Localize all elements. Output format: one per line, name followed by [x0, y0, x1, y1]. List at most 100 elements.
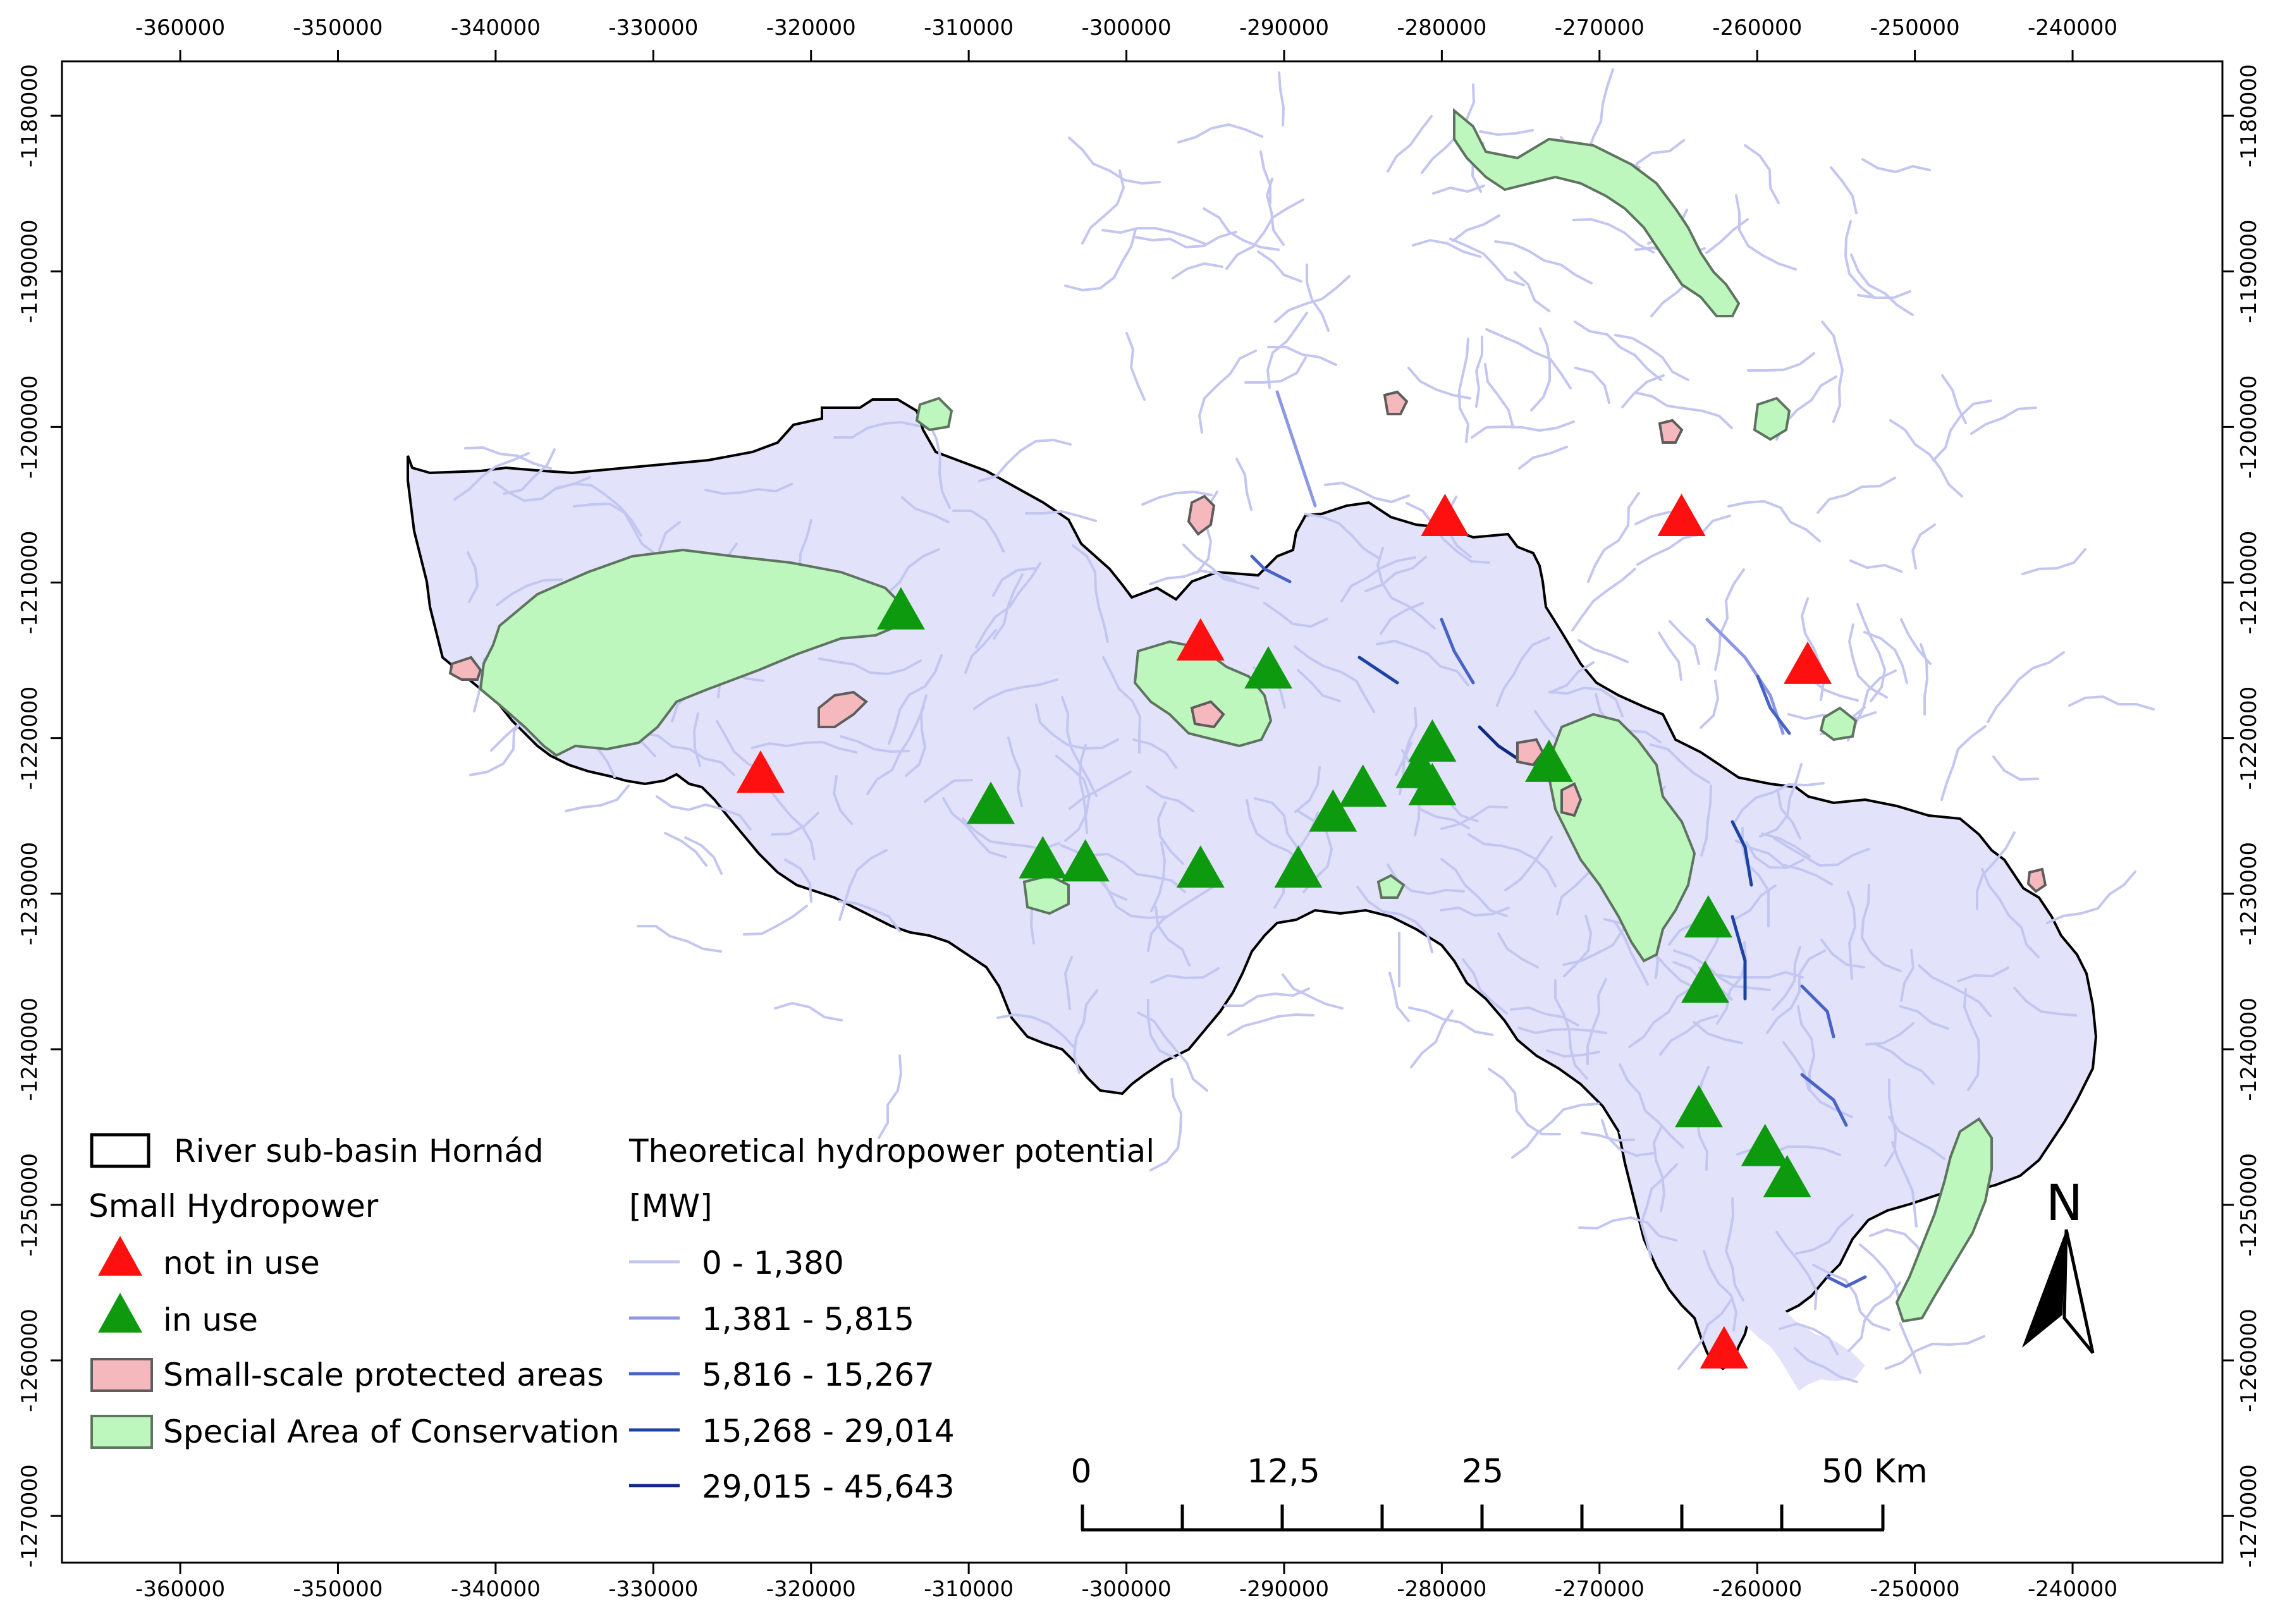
y-tick-label-right: -1180000	[2236, 64, 2262, 168]
stream-segment	[1830, 166, 1858, 214]
stream-segment	[1380, 602, 1424, 635]
stream-segment	[1735, 194, 1797, 271]
stream-major	[1731, 915, 1747, 1001]
protected-8	[2026, 867, 2047, 893]
stream-segment	[1963, 988, 1981, 1091]
stream-segment	[924, 779, 973, 803]
stream-segment	[1514, 271, 1550, 312]
stream-segment	[1340, 556, 1416, 602]
stream-segment	[1149, 1078, 1183, 1171]
plant-in-use	[1309, 789, 1357, 832]
x-tick-label-top: -280000	[1397, 15, 1486, 40]
y-tick-label-right: -1230000	[2236, 842, 2262, 946]
x-axis-bottom: -360000 -350000 -340000 -330000 -320000 -3100…	[135, 1563, 2117, 1602]
x-tick-label-top: -310000	[924, 15, 1014, 40]
stream-segment	[774, 1001, 843, 1022]
legend-class-4-label: 15,268 - 29,014	[702, 1413, 955, 1450]
stream-segment	[1970, 406, 2037, 435]
stream-segment	[1172, 262, 1223, 279]
y-tick-label-right: -1190000	[2236, 219, 2262, 323]
stream-segment	[1257, 250, 1302, 283]
stream-segment	[1387, 864, 1465, 896]
stream-segment	[1619, 1063, 1684, 1149]
hornad-basin-tail	[1619, 1132, 1865, 1391]
stream-segment	[1069, 771, 1132, 810]
stream-segment	[1981, 868, 2040, 958]
stream-segment	[1732, 782, 1825, 826]
stream-segment	[1759, 763, 1803, 838]
stream-segment	[1548, 686, 1624, 717]
stream-segment	[1457, 338, 1470, 443]
protected-3	[1658, 418, 1684, 444]
stream-segment	[1101, 227, 1207, 245]
stream-segment	[1474, 336, 1483, 408]
x-axis-top: -360000 -350000 -340000 -330000 -320000 -3100…	[135, 15, 2117, 61]
y-tick-label-right: -1210000	[2236, 531, 2262, 635]
stream-segment	[1198, 350, 1257, 434]
plant-not-in-use	[1421, 494, 1469, 537]
scale-bar-ticks	[1081, 1505, 1885, 1530]
stream-segment	[1485, 328, 1572, 389]
scale-label-12-5: 12,5	[1247, 1453, 1320, 1491]
y-tick-label-right: -1260000	[2236, 1309, 2262, 1412]
stream-segment	[1265, 178, 1285, 246]
stream-segment	[1700, 785, 1712, 857]
stream-segment	[1865, 1022, 1914, 1046]
stream-segment	[1932, 400, 1992, 461]
x-tick-label-top: -290000	[1239, 15, 1329, 40]
stream-segment	[2046, 870, 2136, 924]
stream-segment	[1072, 544, 1109, 643]
plant-in-use	[1274, 845, 1323, 888]
stream-segment	[1581, 1132, 1635, 1142]
legend-in-use-triangle	[98, 1293, 142, 1333]
stream-segment	[1134, 231, 1237, 249]
sac-small-1	[915, 396, 953, 432]
special-areas-of-conservation	[479, 107, 1993, 1323]
stream-segment	[1141, 490, 1213, 506]
protected-7	[1190, 700, 1225, 729]
stream-segment	[1857, 290, 1911, 299]
y-tick-label-left: -1230000	[17, 842, 42, 946]
stream-segment	[942, 797, 1007, 858]
legend-sac-label: Special Area of Conservation	[163, 1413, 620, 1450]
map-frame	[61, 60, 2224, 1564]
stream-segment	[1132, 738, 1177, 769]
stream-segment	[1225, 198, 1304, 270]
plant-in-use	[1763, 1155, 1811, 1198]
stream-segment	[1388, 972, 1410, 1022]
stream-segment	[1440, 805, 1508, 830]
legend-not-in-use-triangle	[98, 1236, 142, 1276]
y-axis-left: -1180000 -1190000 -1200000 -1210000 -1220000…	[17, 64, 62, 1568]
stream-segment	[1775, 1231, 1818, 1310]
x-tick-label-bottom: -320000	[766, 1577, 856, 1602]
stream-segment	[1777, 790, 1801, 839]
stream-segment	[1549, 661, 1595, 693]
stream-segment	[992, 567, 1036, 597]
y-tick-label-left: -1240000	[17, 998, 42, 1101]
stream-segment	[1911, 523, 1936, 570]
stream-segment	[1259, 150, 1271, 204]
plant-in-use	[1244, 646, 1293, 689]
y-tick-label-right: -1220000	[2236, 687, 2262, 790]
stream-segment	[1387, 115, 1433, 173]
stream-segment	[1452, 214, 1500, 242]
stream-major	[1440, 618, 1475, 685]
stream-segment	[1244, 357, 1307, 384]
stream-segment	[1849, 559, 1902, 573]
stream-segment	[1614, 920, 1649, 986]
x-tick-label-bottom: -270000	[1555, 1577, 1645, 1602]
stream-segment	[952, 510, 1005, 553]
stream-major	[1357, 656, 1399, 685]
stream-segment	[901, 496, 950, 523]
x-tick-label-bottom: -330000	[608, 1577, 698, 1602]
stream-segment	[1735, 839, 1833, 886]
stream-segment	[1055, 755, 1091, 842]
plant-not-in-use	[1700, 1326, 1748, 1369]
x-tick-label-top: -250000	[1870, 15, 1960, 40]
stream-segment	[1035, 704, 1119, 750]
stream-segment	[1419, 808, 1470, 829]
sac-center-2	[1547, 712, 1696, 963]
stream-segment	[640, 731, 735, 776]
stream-segment	[1125, 332, 1146, 401]
x-tick-label-bottom: -240000	[2028, 1577, 2117, 1602]
